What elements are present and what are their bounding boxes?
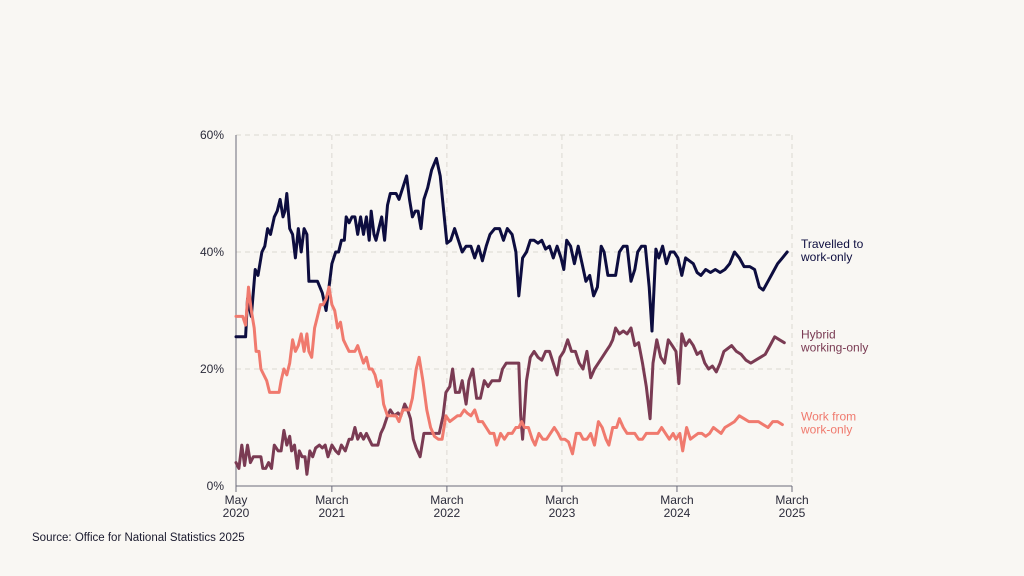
x-tick-label-line2: 2020: [223, 506, 250, 520]
x-tick-label-line1: March: [775, 493, 808, 507]
x-tick-label-line2: 2024: [664, 506, 691, 520]
x-tick-label-line1: March: [315, 493, 348, 507]
series-label-line: work-only: [800, 250, 852, 264]
series-label-line: Work from: [801, 410, 856, 424]
x-tick-label: May 2020: [223, 493, 250, 520]
x-tick-label-line2: 2021: [319, 506, 346, 520]
series-label-work-from-work-only: Work from work-only: [800, 410, 856, 437]
y-tick-label: 60%: [200, 128, 224, 142]
x-tick-label-line1: March: [660, 493, 693, 507]
x-tick-label-line1: May: [225, 493, 248, 507]
y-tick-label: 0%: [207, 479, 225, 493]
x-tick-label-line1: March: [430, 493, 463, 507]
series-label-line: Hybrid: [801, 328, 836, 342]
x-tick-label: March 2022: [430, 493, 463, 520]
source-note: Source: Office for National Statistics 2…: [32, 532, 245, 544]
x-tick-label-line2: 2025: [779, 506, 806, 520]
series-line-travelled-to-work-only: [234, 156, 789, 339]
series-line-work-from-work-only: [234, 285, 784, 456]
y-tick-label: 20%: [200, 362, 224, 376]
series-label-travelled-to-work-only: Travelled to work-only: [800, 237, 864, 264]
series-line-hybrid-working-only: [234, 326, 786, 476]
x-tick-label: March 2025: [775, 493, 808, 520]
x-tick-label: March 2023: [545, 493, 578, 520]
series-label-hybrid-working-only: Hybrid working-only: [800, 328, 868, 355]
y-tick-label: 40%: [200, 245, 224, 259]
x-tick-label-line2: 2023: [549, 506, 576, 520]
axes: [235, 135, 793, 492]
series-lines: [234, 156, 789, 476]
series-label-line: work-only: [800, 423, 852, 437]
x-tick-label: March 2021: [315, 493, 348, 520]
x-tick-label-line1: March: [545, 493, 578, 507]
x-tick-label-line2: 2022: [434, 506, 461, 520]
grid-lines: [236, 134, 793, 486]
series-label-line: Travelled to: [801, 237, 864, 251]
x-tick-label: March 2024: [660, 493, 693, 520]
series-label-line: working-only: [800, 341, 868, 355]
